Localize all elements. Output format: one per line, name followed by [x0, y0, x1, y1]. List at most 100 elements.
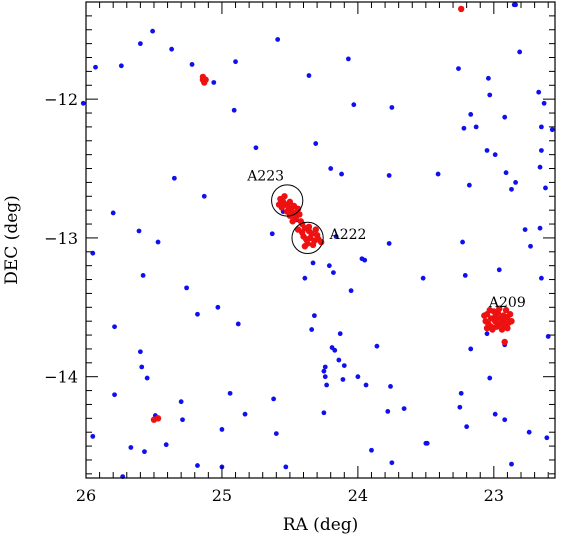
field-galaxy-point [227, 390, 233, 396]
field-galaxy-point [118, 63, 124, 69]
field-galaxy-point [462, 272, 468, 278]
cluster-label-a209: A209 [488, 295, 526, 311]
field-galaxy-point [310, 260, 316, 266]
field-galaxy-point [211, 80, 217, 85]
member-galaxy-point [491, 313, 499, 321]
member-galaxy-point [289, 218, 296, 225]
y-tick-label: −12 [44, 90, 78, 109]
field-galaxy-point [386, 173, 392, 178]
cluster-label-a223: A223 [246, 168, 284, 184]
field-galaxy-point [492, 411, 498, 417]
y-tick-label: −13 [44, 229, 78, 248]
field-galaxy-point [235, 321, 241, 327]
field-galaxy-point [484, 331, 490, 337]
field-galaxy-point [313, 141, 319, 146]
field-galaxy-point [309, 327, 315, 332]
field-galaxy-point [513, 2, 518, 8]
field-galaxy-point [537, 225, 543, 231]
cluster-circle-a223 [271, 184, 304, 217]
member-galaxy-point [202, 76, 209, 83]
field-galaxy-point [389, 460, 395, 466]
field-galaxy-point [326, 263, 332, 269]
field-galaxy-point [487, 92, 493, 98]
field-galaxy-point [389, 105, 395, 110]
field-galaxy-point [537, 164, 543, 170]
field-galaxy-point [369, 447, 374, 453]
field-galaxy-point [473, 124, 479, 130]
field-galaxy-point [178, 399, 184, 405]
field-galaxy-point [487, 375, 493, 381]
field-galaxy-point [311, 313, 317, 319]
field-galaxy-point [273, 431, 279, 436]
field-galaxy-point [423, 440, 429, 446]
field-galaxy-point [321, 410, 327, 416]
field-galaxy-point [171, 175, 177, 181]
field-galaxy-point [388, 384, 393, 389]
member-galaxy-point [508, 317, 515, 325]
x-tick-label: 26 [76, 486, 96, 505]
field-galaxy-point [401, 406, 407, 412]
member-galaxy-point [286, 198, 294, 206]
field-galaxy-point [460, 239, 465, 245]
field-galaxy-point [180, 417, 185, 423]
member-galaxy-point [312, 226, 319, 233]
field-galaxy-point [456, 66, 461, 72]
field-galaxy-point [233, 59, 238, 65]
member-galaxy-point [294, 226, 302, 233]
member-galaxy-point [504, 324, 511, 332]
field-galaxy-point [93, 64, 98, 70]
field-galaxy-point [336, 357, 342, 363]
field-galaxy-point [195, 311, 200, 317]
field-galaxy-point [509, 186, 514, 192]
field-galaxy-point [458, 390, 464, 396]
member-galaxy-point [500, 312, 507, 319]
field-galaxy-point [332, 347, 338, 353]
field-galaxy-point [362, 257, 368, 263]
field-galaxy-point [184, 285, 189, 291]
field-galaxy-point [322, 374, 328, 380]
field-galaxy-point [528, 243, 533, 249]
member-galaxy-point [490, 308, 498, 315]
field-galaxy-point [195, 463, 200, 468]
ticks-layer: 26 25 24 23 −12 −13 −14 [44, 1, 555, 505]
points-layer [80, 2, 555, 480]
member-galaxy-point [506, 311, 514, 318]
field-galaxy-point [110, 210, 116, 216]
field-galaxy-point [502, 417, 508, 423]
field-galaxy-point [539, 275, 544, 281]
x-tick-label: 25 [212, 486, 232, 505]
field-galaxy-point [386, 241, 392, 246]
field-galaxy-point [328, 166, 334, 171]
field-galaxy-point [322, 364, 328, 370]
field-galaxy-point [275, 37, 281, 42]
member-galaxy-point [281, 193, 288, 200]
field-galaxy-point [269, 231, 275, 237]
member-galaxy-point [496, 305, 503, 312]
field-galaxy-point [302, 275, 308, 281]
x-tick-label: 24 [348, 486, 368, 505]
field-galaxy-point [544, 435, 550, 441]
field-galaxy-point [492, 152, 498, 158]
field-galaxy-point [522, 227, 528, 232]
y-tick-label: −14 [44, 368, 78, 387]
field-galaxy-point [271, 396, 276, 402]
field-galaxy-point [306, 73, 312, 78]
field-galaxy-point [139, 364, 145, 370]
field-galaxy-point [468, 112, 474, 117]
field-galaxy-point [435, 171, 441, 177]
field-galaxy-point [189, 62, 195, 67]
member-galaxy-point [154, 415, 162, 422]
field-galaxy-point [485, 75, 491, 81]
field-galaxy-point [340, 377, 346, 382]
field-galaxy-point [333, 234, 339, 239]
field-galaxy-point [128, 445, 134, 450]
member-galaxy-point [458, 5, 465, 13]
field-galaxy-point [513, 180, 518, 185]
field-galaxy-point [90, 433, 96, 439]
field-galaxy-point [144, 375, 150, 381]
field-galaxy-point [502, 114, 508, 120]
field-galaxy-point [517, 49, 523, 55]
x-axis-title: RA (deg) [283, 515, 359, 535]
y-axis-title: DEC (deg) [2, 195, 22, 285]
